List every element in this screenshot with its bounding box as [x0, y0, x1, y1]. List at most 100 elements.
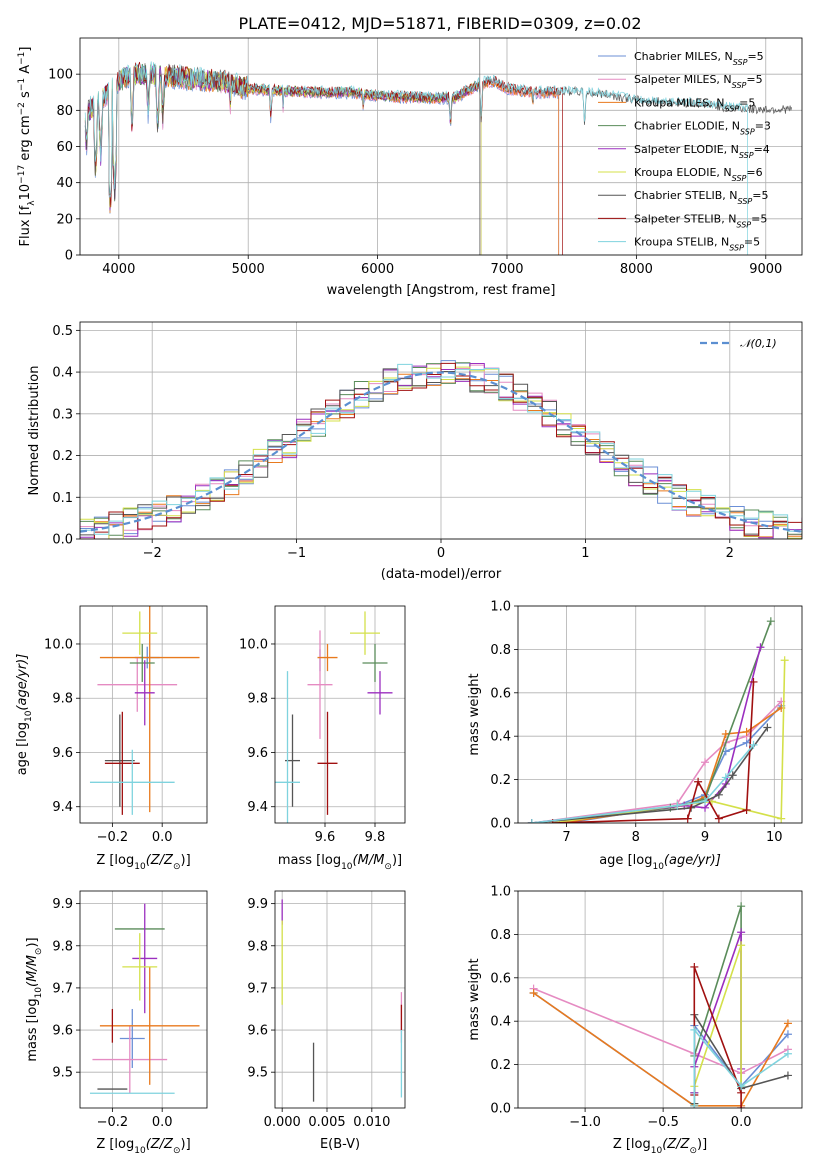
weight-line: [552, 681, 755, 823]
weight-series-kroupa_stelib: [527, 740, 758, 823]
axes-frame: [517, 890, 803, 1109]
errorbar-point-chabrier_elodie: [129, 643, 155, 682]
errorbar-point-salpeter_elodie: [367, 671, 393, 715]
errorbar-point-kroupa_miles: [317, 643, 338, 672]
y-tick-label: 0.4: [490, 1015, 511, 1030]
weight-marker: [777, 814, 786, 823]
weight-marker: [783, 1049, 792, 1058]
y-axis-label: age [log10(age/yr)]: [15, 654, 34, 776]
y-tick-label: 9.8: [247, 692, 268, 707]
y-tick-label: 10.0: [239, 637, 268, 652]
x-tick-label: −1: [287, 546, 306, 561]
normal-reference-curve: [80, 371, 802, 533]
x-tick-label: 10: [766, 830, 783, 845]
x-tick-label: 0.0: [152, 1115, 173, 1130]
y-tick-label: 9.5: [247, 1066, 268, 1081]
weight-marker: [783, 1071, 792, 1080]
x-tick-label: 9: [701, 830, 709, 845]
weight-marker: [701, 758, 710, 767]
axes-frame: [517, 605, 803, 824]
y-tick-label: 0.0: [490, 1102, 511, 1117]
plot-area: [275, 611, 393, 823]
axes-frame: [274, 890, 406, 1109]
y-tick-label: 0.2: [490, 773, 511, 788]
weight-marker: [737, 1082, 746, 1091]
x-tick-label: 0.010: [353, 1115, 390, 1130]
x-axis-label: Z [log10(Z/Z⊙)]: [96, 1137, 190, 1156]
x-tick-label: 6000: [361, 262, 394, 277]
weight-marker: [749, 677, 758, 686]
plot-area: [84, 38, 792, 255]
x-tick-label: 7: [562, 830, 570, 845]
panel-residual-hist: −2 −1 0 1 2 0.0 0.1 0.2 0.3 0.4 0.5 (data-model)/er…: [27, 321, 803, 582]
plot-area: [89, 903, 200, 1094]
weight-line: [533, 987, 789, 1075]
legend-entry-salpeter_miles: Salpeter MILES, NSSP=5: [634, 73, 763, 90]
y-axis-label: Flux [fλ10−17 erg cm−2 s−1 A−1]: [17, 47, 37, 247]
x-tick-label: 9000: [749, 262, 782, 277]
errorbar-point-salpeter_elodie: [134, 660, 155, 726]
y-tick-label: 9.6: [52, 1024, 73, 1039]
y-tick-label: 100: [48, 68, 73, 83]
x-axis-label: wavelength [Angstrom, rest frame]: [327, 283, 556, 298]
weight-marker: [742, 805, 751, 814]
weight-line: [531, 700, 782, 823]
weight-marker: [742, 727, 751, 736]
figure-title: PLATE=0412, MJD=51871, FIBERID=0309, z=0…: [238, 14, 641, 33]
x-axis-label: Z [log10(Z/Z⊙)]: [96, 853, 190, 872]
weight-line: [693, 1027, 789, 1106]
y-tick-label: 9.9: [247, 897, 268, 912]
x-tick-label: −2: [143, 546, 162, 561]
y-tick-label: 0.8: [490, 928, 511, 943]
weight-series-salpeter_miles: [529, 984, 792, 1078]
legend-entry-chabrier_elodie: Chabrier ELODIE, NSSP=3: [634, 120, 771, 137]
weight-marker: [756, 643, 765, 652]
errorbar-point-kroupa_stelib: [275, 671, 300, 823]
legend-entry-salpeter_stelib: Salpeter STELIB, NSSP=5: [634, 212, 767, 229]
y-tick-label: 0: [65, 249, 73, 264]
legend-entry-chabrier_miles: Chabrier MILES, NSSP=5: [634, 50, 764, 67]
y-tick-label: 0.2: [490, 1058, 511, 1073]
axes-frame: [79, 605, 208, 824]
weight-marker: [683, 814, 692, 823]
panel-mass-vs-Z: −0.2 0.0 9.5 9.6 9.7 9.8 9.9 Z [log10(Z/Z⊙)] mas…: [25, 890, 208, 1156]
x-axis-label: E(B-V): [320, 1137, 360, 1152]
weight-marker: [783, 1030, 792, 1039]
y-tick-label: 9.6: [52, 746, 73, 761]
x-tick-label: −1.0: [569, 1115, 601, 1130]
y-axis-label: Normed distribution: [27, 366, 42, 496]
panel-weight-vs-age: 7 8 9 10 0.0 0.2 0.4 0.6 0.8 1.0 age [log10(age/yr…: [467, 600, 803, 872]
errorbar-point-salpeter_miles: [97, 657, 178, 712]
y-tick-label: 40: [56, 176, 73, 191]
weight-series-chabrier_elodie: [527, 617, 775, 823]
y-tick-label: 9.8: [52, 939, 73, 954]
axes-frame: [274, 605, 406, 824]
y-tick-label: 9.4: [247, 800, 268, 815]
weight-marker: [763, 723, 772, 732]
weight-series-kroupa_stelib: [690, 1025, 792, 1108]
errorbar-point-chabrier_miles: [119, 1008, 145, 1068]
x-axis-label: (data-model)/error: [381, 567, 502, 582]
y-tick-label: 0.8: [490, 643, 511, 658]
x-tick-label: 0.000: [264, 1115, 301, 1130]
x-tick-label: 0.005: [308, 1115, 345, 1130]
weight-marker: [527, 819, 536, 823]
errorbar-point-salpeter_elodie: [132, 903, 158, 1014]
errorbar-point-kroupa_elodie: [122, 611, 158, 655]
x-tick-label: 4000: [102, 262, 135, 277]
weight-marker: [728, 771, 737, 780]
spectrum-legend: Chabrier MILES, NSSP=5 Salpeter MILES, NS…: [598, 50, 771, 252]
y-tick-label: 0.1: [52, 491, 73, 506]
plot-area: [529, 902, 792, 1108]
y-tick-label: 9.7: [52, 981, 73, 996]
y-tick-label: 0.4: [490, 730, 511, 745]
weight-marker: [714, 790, 723, 799]
hist-step-kroupa_stelib: [80, 363, 802, 537]
errorbar-point-kroupa_miles: [99, 606, 200, 813]
plot-area: [527, 617, 789, 823]
x-tick-label: 5000: [232, 262, 265, 277]
x-axis-label: Z [log10(Z/Z⊙)]: [613, 1137, 707, 1156]
errorbar-point-kroupa_stelib: [89, 749, 175, 815]
axes-frame: [79, 321, 803, 540]
y-tick-label: 1.0: [490, 885, 511, 900]
